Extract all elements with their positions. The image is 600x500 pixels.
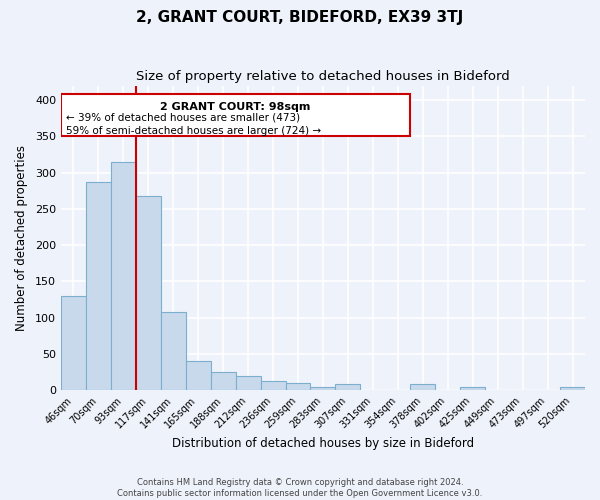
- Bar: [186, 362, 211, 390]
- Bar: [286, 383, 310, 390]
- Bar: [410, 384, 435, 390]
- X-axis label: Distribution of detached houses by size in Bideford: Distribution of detached houses by size …: [172, 437, 474, 450]
- Bar: [111, 162, 136, 390]
- FancyBboxPatch shape: [61, 94, 410, 136]
- Title: Size of property relative to detached houses in Bideford: Size of property relative to detached ho…: [136, 70, 510, 83]
- Bar: [560, 388, 585, 390]
- Bar: [335, 384, 361, 390]
- Bar: [460, 386, 485, 390]
- Bar: [86, 182, 111, 390]
- Text: 2, GRANT COURT, BIDEFORD, EX39 3TJ: 2, GRANT COURT, BIDEFORD, EX39 3TJ: [136, 10, 464, 25]
- Text: 2 GRANT COURT: 98sqm: 2 GRANT COURT: 98sqm: [160, 102, 311, 112]
- Bar: [236, 376, 260, 390]
- Text: ← 39% of detached houses are smaller (473): ← 39% of detached houses are smaller (47…: [66, 112, 300, 122]
- Bar: [161, 312, 186, 390]
- Y-axis label: Number of detached properties: Number of detached properties: [15, 145, 28, 331]
- Text: Contains HM Land Registry data © Crown copyright and database right 2024.
Contai: Contains HM Land Registry data © Crown c…: [118, 478, 482, 498]
- Bar: [61, 296, 86, 390]
- Bar: [260, 381, 286, 390]
- Bar: [310, 386, 335, 390]
- Bar: [211, 372, 236, 390]
- Text: 59% of semi-detached houses are larger (724) →: 59% of semi-detached houses are larger (…: [66, 126, 321, 136]
- Bar: [136, 196, 161, 390]
